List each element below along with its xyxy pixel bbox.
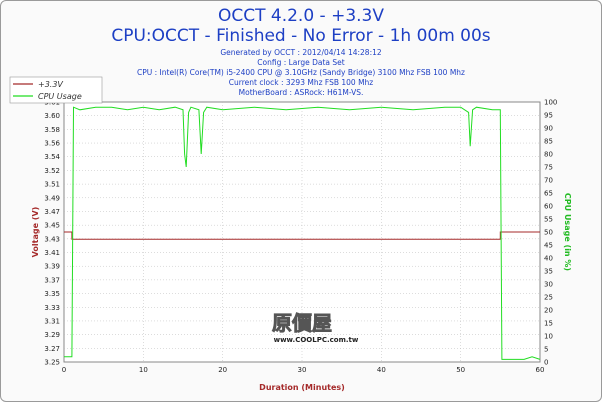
y-left-tick-label: 3.52 bbox=[44, 167, 60, 175]
info-clock: Current clock : 3293 Mhz FSB 100 Mhz bbox=[228, 78, 374, 87]
legend-label-cpu: CPU Usage bbox=[38, 92, 82, 101]
legend: +3.3V CPU Usage bbox=[9, 76, 103, 104]
y-right-tick-label: 60 bbox=[544, 203, 553, 211]
y-right-tick-label: 0 bbox=[544, 359, 548, 367]
y-left-tick-label: 3.58 bbox=[44, 126, 60, 134]
x-tick-label: 30 bbox=[298, 366, 307, 374]
x-tick-label: 20 bbox=[218, 366, 227, 374]
y-right-ticks: 0 5 10 15 20 25 30 35 40 45 50 55 60 65 70 75 80 85 90 95 10… bbox=[544, 99, 557, 367]
y-left-tick-label: 3.31 bbox=[44, 317, 60, 325]
y-left-tick-label: 3.43 bbox=[44, 235, 60, 243]
y-right-tick-label: 85 bbox=[544, 138, 553, 146]
x-axis-label: Duration (Minutes) bbox=[259, 383, 345, 392]
watermark-url: www.COOLPC.com.tw bbox=[274, 336, 359, 344]
y-right-tick-label: 75 bbox=[544, 164, 553, 172]
y-left-tick-label: 3.25 bbox=[44, 359, 60, 367]
chart-title: OCCT 4.2.0 - +3.3V bbox=[217, 6, 384, 26]
y-right-tick-label: 80 bbox=[544, 151, 553, 159]
x-tick-label: 40 bbox=[377, 366, 386, 374]
y-left-tick-label: 3.39 bbox=[44, 263, 60, 271]
y-right-tick-label: 5 bbox=[544, 346, 548, 354]
info-motherboard: MotherBoard : ASRock: H61M-VS. bbox=[238, 88, 364, 97]
legend-label-voltage: +3.3V bbox=[38, 80, 63, 89]
y-right-tick-label: 35 bbox=[544, 268, 553, 276]
info-config: Config : Large Data Set bbox=[257, 58, 345, 67]
y-right-tick-label: 70 bbox=[544, 177, 553, 185]
watermark: 原價屋 www.COOLPC.com.tw bbox=[272, 311, 359, 344]
y-left-tick-label: 3.29 bbox=[44, 331, 60, 339]
x-ticks: 0 10 20 30 40 50 60 bbox=[62, 366, 545, 374]
y-left-tick-label: 3.33 bbox=[44, 304, 60, 312]
y-right-tick-label: 40 bbox=[544, 255, 553, 263]
y-right-tick-label: 30 bbox=[544, 281, 553, 289]
y-right-tick-label: 90 bbox=[544, 125, 553, 133]
y-left-tick-label: 3.41 bbox=[44, 249, 60, 257]
y-left-ticks: 3.25 3.27 3.29 3.31 3.33 3.35 3.37 3.39 3.41 3.43… bbox=[44, 99, 60, 367]
y-right-tick-label: 20 bbox=[544, 307, 553, 315]
x-tick-label: 60 bbox=[536, 366, 545, 374]
y-left-tick-label: 3.37 bbox=[44, 276, 60, 284]
y-right-tick-label: 10 bbox=[544, 333, 553, 341]
y-right-tick-label: 25 bbox=[544, 294, 553, 302]
y-left-tick-label: 3.51 bbox=[44, 181, 60, 189]
y-left-tick-label: 3.35 bbox=[44, 290, 60, 298]
info-cpu: CPU : Intel(R) Core(TM) i5-2400 CPU @ 3.… bbox=[137, 68, 465, 77]
y-right-tick-label: 55 bbox=[544, 216, 553, 224]
x-tick-label: 50 bbox=[456, 366, 465, 374]
y-left-tick-label: 3.27 bbox=[44, 345, 60, 353]
grid-lines bbox=[64, 102, 540, 362]
y-left-tick-label: 3.60 bbox=[44, 112, 60, 120]
y-left-tick-label: 3.49 bbox=[44, 194, 60, 202]
y-right-axis-label: CPU Usage (in %) bbox=[563, 193, 572, 271]
series-line-voltage bbox=[64, 231, 540, 240]
y-left-tick-label: 3.45 bbox=[44, 222, 60, 230]
series-line-cpu-usage bbox=[64, 106, 541, 360]
y-right-tick-label: 45 bbox=[544, 242, 553, 250]
series-group bbox=[64, 106, 541, 360]
legend-box bbox=[9, 76, 103, 104]
info-generated: Generated by OCCT : 2012/04/14 14:28:12 bbox=[220, 48, 382, 57]
y-right-tick-label: 100 bbox=[544, 99, 557, 107]
watermark-brand: 原價屋 bbox=[272, 311, 332, 335]
y-left-tick-label: 3.56 bbox=[44, 140, 60, 148]
chart-subtitle: CPU:OCCT - Finished - No Error - 1h 00m … bbox=[111, 26, 491, 46]
y-right-tick-label: 15 bbox=[544, 320, 553, 328]
y-right-tick-label: 95 bbox=[544, 112, 553, 120]
x-tick-label: 0 bbox=[62, 366, 66, 374]
x-tick-label: 10 bbox=[139, 366, 148, 374]
y-right-tick-label: 50 bbox=[544, 229, 553, 237]
y-left-tick-label: 3.54 bbox=[44, 153, 60, 161]
y-left-tick-label: 3.47 bbox=[44, 208, 60, 216]
y-left-axis-label: Voltage (V) bbox=[31, 207, 40, 258]
y-right-tick-label: 65 bbox=[544, 190, 553, 198]
